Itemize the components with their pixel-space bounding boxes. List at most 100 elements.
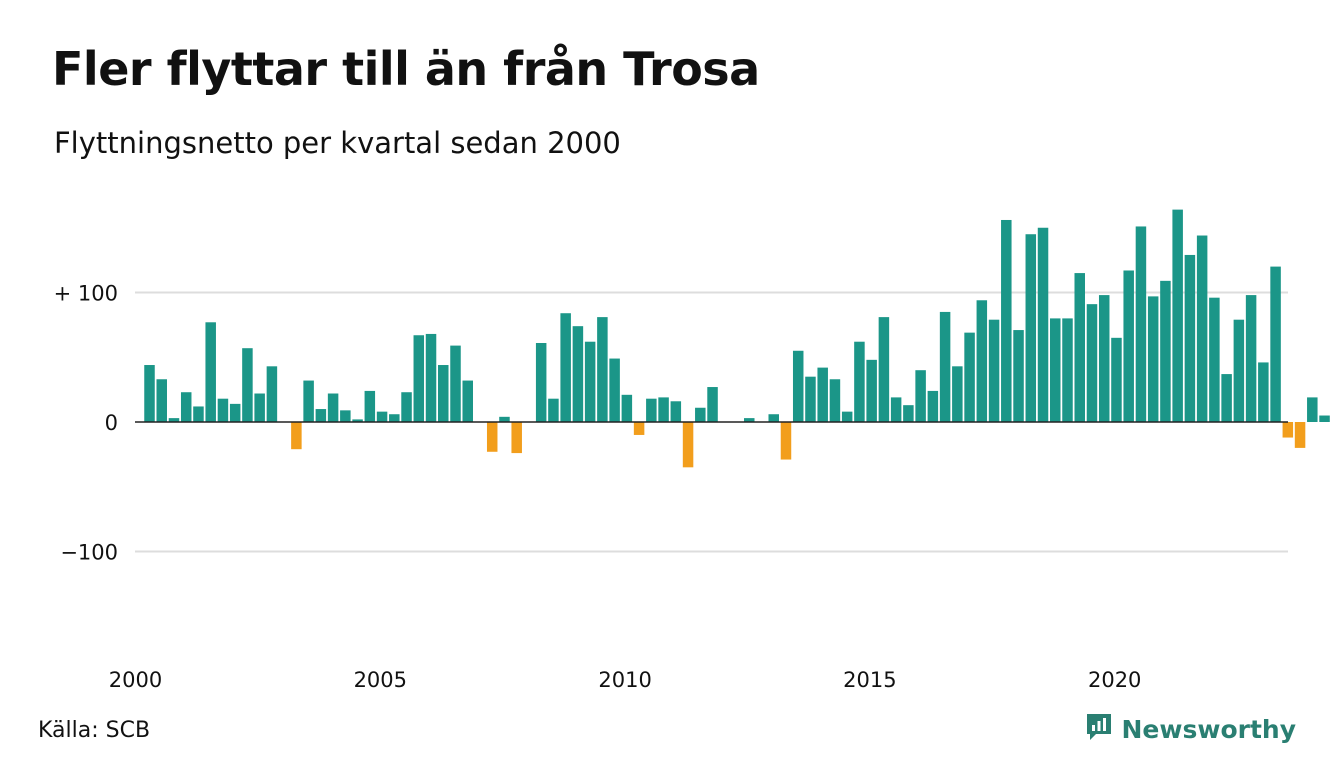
bar: [462, 380, 473, 422]
bar: [768, 414, 779, 422]
bar: [315, 409, 327, 422]
bar: [548, 398, 559, 422]
bar: [180, 392, 192, 422]
x-tick-label: 2015: [843, 668, 896, 692]
bar: [156, 379, 167, 422]
bar: [633, 422, 645, 435]
axis-labels: + 100 0 −100 2000 2005 2010 2015 2020: [54, 282, 1288, 692]
bar: [401, 392, 412, 422]
bar: [1258, 362, 1269, 422]
bar: [1086, 304, 1098, 422]
bar: [450, 345, 461, 423]
bar: [535, 343, 547, 422]
bar: [621, 394, 633, 423]
bar: [1209, 297, 1220, 422]
bar: [425, 333, 437, 422]
bar: [229, 403, 241, 422]
bar: [1196, 235, 1208, 422]
bar: [1050, 318, 1061, 422]
bar: [744, 418, 755, 422]
bar: [1062, 318, 1073, 422]
bar: [217, 398, 229, 422]
brand-name: Newsworthy: [1121, 714, 1297, 744]
bar: [1172, 209, 1183, 422]
bar: [927, 390, 939, 422]
bar: [1233, 319, 1245, 422]
bar: [340, 410, 351, 422]
bar: [890, 397, 902, 422]
bar: [1160, 280, 1171, 423]
bar: [1307, 397, 1318, 422]
bar: [438, 365, 449, 422]
bar: [976, 300, 988, 422]
bar: [499, 416, 510, 422]
source-note: Källa: SCB: [38, 718, 151, 743]
bar: [658, 397, 669, 422]
bar: [266, 366, 278, 422]
bar: [829, 379, 841, 422]
bar: [572, 326, 584, 422]
bar: [584, 341, 596, 422]
bar: [168, 418, 180, 422]
chart-subtitle: Flyttningsnetto per kvartal sedan 2000: [54, 126, 621, 160]
bar: [1135, 226, 1147, 422]
bar: [597, 317, 608, 422]
newsworthy-logo-icon: [1084, 712, 1114, 746]
bar: [1221, 374, 1232, 422]
bar: [915, 370, 926, 422]
bar: [1245, 295, 1257, 422]
bars: [144, 209, 1330, 468]
x-tick-label: 2000: [109, 668, 162, 692]
bar: [609, 358, 620, 422]
bar: [939, 311, 951, 422]
gridlines: [135, 291, 1288, 553]
x-tick-label: 2020: [1088, 668, 1141, 692]
bar: [780, 422, 792, 460]
bar: [1282, 422, 1294, 438]
y-tick-label: −100: [60, 541, 118, 565]
x-tick-label: 2005: [354, 668, 407, 692]
bar: [364, 390, 376, 422]
bar: [560, 313, 571, 422]
bar: [817, 367, 828, 422]
bar: [486, 422, 498, 452]
chart-title: Fler flyttar till än från Trosa: [52, 42, 760, 96]
bar: [413, 335, 425, 423]
brand-logo[interactable]: Newsworthy: [1084, 712, 1297, 746]
bar: [646, 398, 657, 422]
bar: [682, 422, 694, 468]
bar: [964, 332, 975, 422]
bar: [1294, 422, 1306, 448]
bar: [1270, 266, 1281, 422]
bar: [903, 405, 914, 423]
bar: [376, 411, 388, 422]
bar: [841, 411, 853, 422]
bar: [1147, 296, 1159, 422]
bar: [854, 341, 865, 422]
bar: [1037, 227, 1049, 422]
bar: [670, 401, 682, 422]
bar: [988, 319, 1000, 422]
bar: [1074, 273, 1085, 422]
y-tick-label: 0: [105, 411, 118, 435]
bar: [707, 387, 718, 422]
bar: [327, 393, 339, 422]
bar: [792, 350, 804, 422]
bar: [952, 366, 963, 422]
bar: [144, 365, 155, 422]
bar: [193, 406, 204, 422]
bar: [291, 422, 302, 450]
bar: [205, 322, 216, 422]
bar: [695, 407, 706, 422]
bar: [1184, 254, 1196, 422]
bar: [303, 380, 314, 422]
bar: [511, 422, 522, 454]
y-tick-label: + 100: [54, 282, 118, 306]
bar: [1111, 337, 1122, 422]
bar: [1001, 219, 1012, 422]
bar: [1098, 295, 1110, 422]
bar: [878, 317, 890, 422]
bar: [254, 393, 265, 422]
bar: [866, 359, 877, 422]
